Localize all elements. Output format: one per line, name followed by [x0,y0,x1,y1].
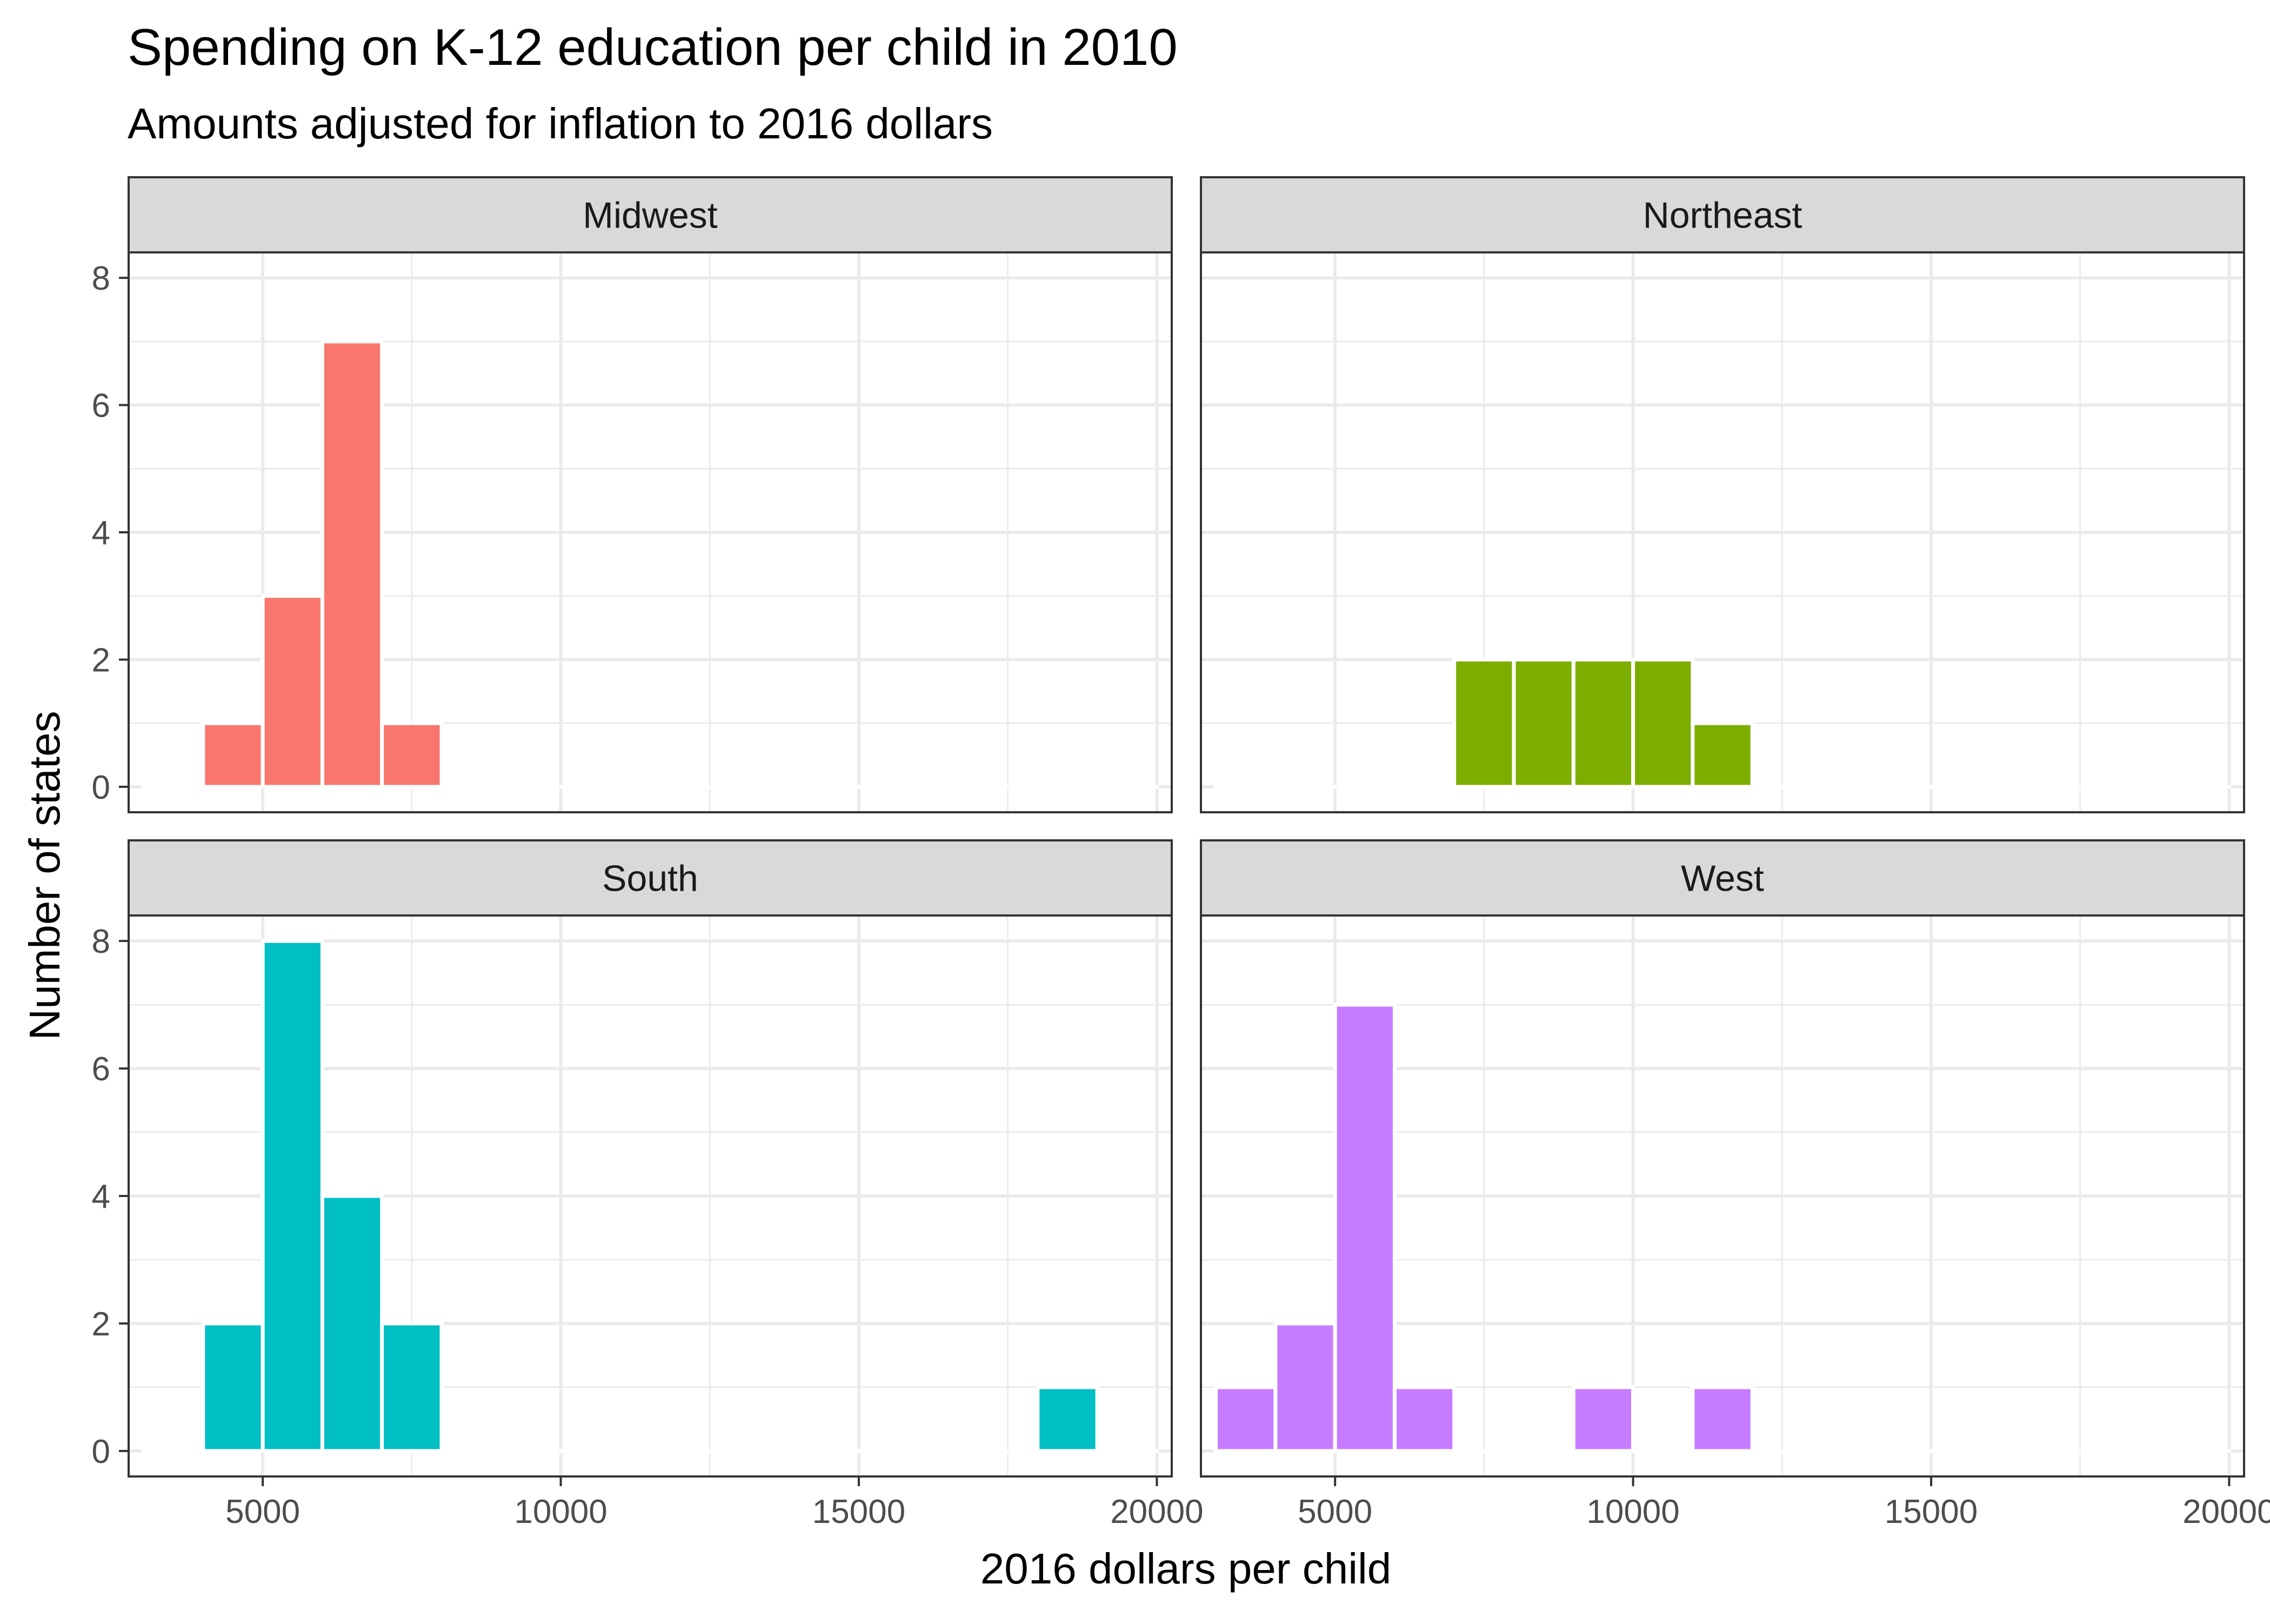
x-axis-title: 2016 dollars per child [980,1545,1391,1593]
panel-midwest: Midwest 0 2 4 6 8 [92,177,1172,812]
facet-strip-label: Northeast [1643,195,1802,236]
histogram-bar [322,1196,382,1451]
x-tick-label: 20000 [1110,1493,1203,1531]
y-tick-label: 8 [92,260,110,297]
y-tick-label: 0 [92,769,110,806]
histogram-bar [1335,1005,1394,1451]
y-axis-title: Number of states [21,711,69,1040]
histogram-bar [1038,1387,1097,1451]
y-tick-label: 4 [92,1178,110,1215]
histogram-bar [203,1324,263,1451]
histogram-bar [1276,1324,1335,1451]
histogram-bar [1454,659,1514,786]
facet-strip-label: Midwest [583,195,717,236]
histogram-bar [1633,659,1693,786]
y-tick-label: 6 [92,1051,110,1088]
chart-title: Spending on K-12 education per child in … [128,18,1178,76]
histogram-bar [263,596,322,787]
panel-northeast: Northeast [1201,177,2244,812]
histogram-bar [1573,1387,1633,1451]
x-tick-label: 10000 [1586,1493,1679,1531]
x-tick-label: 15000 [1885,1493,1978,1531]
chart-subtitle: Amounts adjusted for inflation to 2016 d… [128,99,993,148]
y-tick-label: 2 [92,641,110,679]
x-tick-label: 20000 [2182,1493,2270,1531]
x-tick-label: 15000 [812,1493,905,1531]
facet-panels: Midwest 0 2 4 6 8 Northeast South 0 2 4 6 8 5000 10000… [92,177,2270,1531]
histogram-bar [382,1324,442,1451]
histogram-bar [203,723,263,787]
histogram-bar [1693,1387,1752,1451]
x-tick-label: 5000 [1298,1493,1372,1531]
y-tick-label: 8 [92,923,110,960]
x-tick-label: 10000 [514,1493,607,1531]
panel-west: West 5000 10000 15000 20000 [1201,840,2270,1531]
y-tick-label: 0 [92,1433,110,1471]
y-tick-label: 6 [92,387,110,425]
histogram-bar [1216,1387,1276,1451]
y-tick-label: 4 [92,514,110,552]
histogram-bar [382,723,442,787]
facet-strip-label: South [602,858,698,899]
histogram-bar [1394,1387,1454,1451]
facet-strip-label: West [1681,858,1764,899]
histogram-bar [1693,723,1752,787]
histogram-bar [1573,659,1633,786]
y-tick-label: 2 [92,1306,110,1343]
histogram-bar [1514,659,1573,786]
histogram-bar [263,941,322,1451]
panel-south: South 0 2 4 6 8 5000 10000 15000 20000 [92,840,1204,1531]
x-tick-label: 5000 [225,1493,300,1531]
histogram-bar [322,342,382,787]
